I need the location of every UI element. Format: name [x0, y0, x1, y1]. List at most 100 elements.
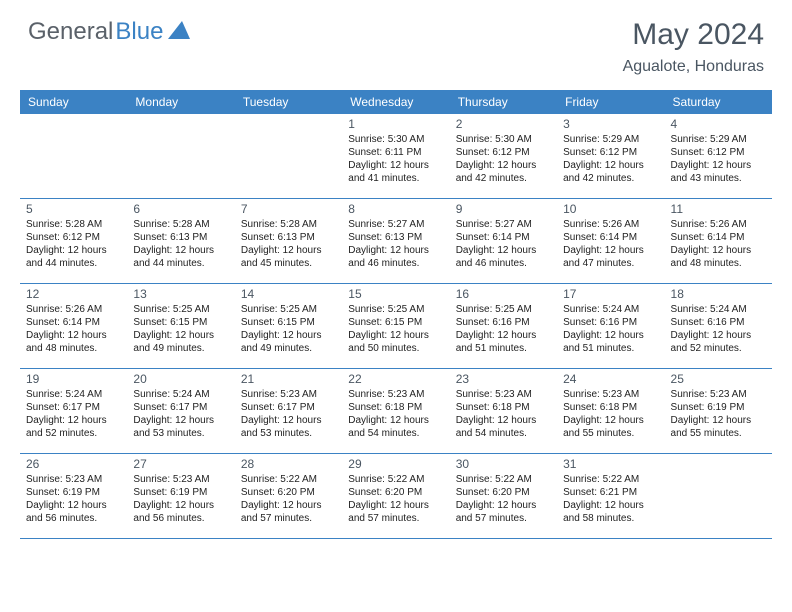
sunrise-text: Sunrise: 5:24 AM — [671, 304, 766, 317]
daylight-text: and 57 minutes. — [456, 513, 551, 526]
sunset-text: Sunset: 6:15 PM — [348, 317, 443, 330]
day-number: 20 — [133, 372, 228, 387]
daylight-text: and 54 minutes. — [348, 428, 443, 441]
sunrise-text: Sunrise: 5:23 AM — [26, 474, 121, 487]
calendar-day: 9Sunrise: 5:27 AMSunset: 6:14 PMDaylight… — [450, 199, 557, 283]
calendar-day: 7Sunrise: 5:28 AMSunset: 6:13 PMDaylight… — [235, 199, 342, 283]
calendar-day: 19Sunrise: 5:24 AMSunset: 6:17 PMDayligh… — [20, 369, 127, 453]
calendar-day: 18Sunrise: 5:24 AMSunset: 6:16 PMDayligh… — [665, 284, 772, 368]
daylight-text: Daylight: 12 hours — [348, 500, 443, 513]
calendar-day: 4Sunrise: 5:29 AMSunset: 6:12 PMDaylight… — [665, 114, 772, 198]
daylight-text: Daylight: 12 hours — [671, 245, 766, 258]
day-number: 25 — [671, 372, 766, 387]
sunrise-text: Sunrise: 5:22 AM — [456, 474, 551, 487]
calendar-day: 24Sunrise: 5:23 AMSunset: 6:18 PMDayligh… — [557, 369, 664, 453]
sunset-text: Sunset: 6:15 PM — [133, 317, 228, 330]
day-number: 1 — [348, 117, 443, 132]
weekday-header: Saturday — [665, 90, 772, 114]
sunrise-text: Sunrise: 5:30 AM — [348, 134, 443, 147]
daylight-text: and 56 minutes. — [133, 513, 228, 526]
calendar: SundayMondayTuesdayWednesdayThursdayFrid… — [20, 90, 772, 539]
calendar-week: 1Sunrise: 5:30 AMSunset: 6:11 PMDaylight… — [20, 114, 772, 199]
sunset-text: Sunset: 6:20 PM — [241, 487, 336, 500]
day-number: 16 — [456, 287, 551, 302]
calendar-day: 15Sunrise: 5:25 AMSunset: 6:15 PMDayligh… — [342, 284, 449, 368]
sunset-text: Sunset: 6:12 PM — [563, 147, 658, 160]
sunrise-text: Sunrise: 5:25 AM — [348, 304, 443, 317]
daylight-text: and 46 minutes. — [348, 258, 443, 271]
daylight-text: and 48 minutes. — [26, 343, 121, 356]
daylight-text: Daylight: 12 hours — [563, 500, 658, 513]
sunrise-text: Sunrise: 5:28 AM — [241, 219, 336, 232]
daylight-text: Daylight: 12 hours — [241, 245, 336, 258]
daylight-text: and 51 minutes. — [456, 343, 551, 356]
calendar-day: 23Sunrise: 5:23 AMSunset: 6:18 PMDayligh… — [450, 369, 557, 453]
calendar-day — [20, 114, 127, 198]
sunrise-text: Sunrise: 5:22 AM — [348, 474, 443, 487]
daylight-text: and 50 minutes. — [348, 343, 443, 356]
daylight-text: Daylight: 12 hours — [26, 245, 121, 258]
calendar-day: 8Sunrise: 5:27 AMSunset: 6:13 PMDaylight… — [342, 199, 449, 283]
sunset-text: Sunset: 6:14 PM — [671, 232, 766, 245]
day-number: 12 — [26, 287, 121, 302]
sunset-text: Sunset: 6:21 PM — [563, 487, 658, 500]
sunrise-text: Sunrise: 5:30 AM — [456, 134, 551, 147]
sunset-text: Sunset: 6:12 PM — [671, 147, 766, 160]
sunset-text: Sunset: 6:20 PM — [348, 487, 443, 500]
daylight-text: Daylight: 12 hours — [133, 500, 228, 513]
page-header: GeneralBlue May 2024 Agualote, Honduras — [0, 0, 792, 84]
day-number: 9 — [456, 202, 551, 217]
calendar-day: 29 Sunrise: 5:22 AMSunset: 6:20 PMDayligh… — [342, 454, 449, 538]
sunrise-text: Sunrise: 5:23 AM — [456, 389, 551, 402]
daylight-text: Daylight: 12 hours — [456, 415, 551, 428]
daylight-text: and 46 minutes. — [456, 258, 551, 271]
daylight-text: Daylight: 12 hours — [456, 245, 551, 258]
calendar-day: 30Sunrise: 5:22 AMSunset: 6:20 PMDayligh… — [450, 454, 557, 538]
day-number: 8 — [348, 202, 443, 217]
calendar-week: 12Sunrise: 5:26 AMSunset: 6:14 PMDayligh… — [20, 284, 772, 369]
daylight-text: Daylight: 12 hours — [348, 415, 443, 428]
sunset-text: Sunset: 6:17 PM — [26, 402, 121, 415]
calendar-day: 31Sunrise: 5:22 AMSunset: 6:21 PMDayligh… — [557, 454, 664, 538]
day-number: 23 — [456, 372, 551, 387]
brand-part1: General — [28, 18, 113, 46]
daylight-text: and 55 minutes. — [563, 428, 658, 441]
daylight-text: and 42 minutes. — [563, 173, 658, 186]
sunset-text: Sunset: 6:16 PM — [671, 317, 766, 330]
calendar-day: 11Sunrise: 5:26 AMSunset: 6:14 PMDayligh… — [665, 199, 772, 283]
sunset-text: Sunset: 6:17 PM — [241, 402, 336, 415]
calendar-day: 25Sunrise: 5:23 AMSunset: 6:19 PMDayligh… — [665, 369, 772, 453]
brand-part2: Blue — [115, 18, 163, 46]
daylight-text: Daylight: 12 hours — [456, 160, 551, 173]
sunset-text: Sunset: 6:12 PM — [456, 147, 551, 160]
calendar-day: 12Sunrise: 5:26 AMSunset: 6:14 PMDayligh… — [20, 284, 127, 368]
day-number: 24 — [563, 372, 658, 387]
day-number: 27 — [133, 457, 228, 472]
calendar-day — [127, 114, 234, 198]
daylight-text: and 42 minutes. — [456, 173, 551, 186]
day-number: 29 — [348, 457, 443, 472]
calendar-day: 3Sunrise: 5:29 AMSunset: 6:12 PMDaylight… — [557, 114, 664, 198]
sunset-text: Sunset: 6:16 PM — [456, 317, 551, 330]
sunset-text: Sunset: 6:19 PM — [26, 487, 121, 500]
daylight-text: Daylight: 12 hours — [456, 330, 551, 343]
day-number: 7 — [241, 202, 336, 217]
day-number: 22 — [348, 372, 443, 387]
daylight-text: Daylight: 12 hours — [348, 160, 443, 173]
sunset-text: Sunset: 6:19 PM — [671, 402, 766, 415]
sunset-text: Sunset: 6:13 PM — [133, 232, 228, 245]
calendar-day — [665, 454, 772, 538]
sunrise-text: Sunrise: 5:25 AM — [456, 304, 551, 317]
sunrise-text: Sunrise: 5:29 AM — [563, 134, 658, 147]
daylight-text: and 53 minutes. — [133, 428, 228, 441]
daylight-text: Daylight: 12 hours — [563, 330, 658, 343]
day-number: 17 — [563, 287, 658, 302]
daylight-text: and 58 minutes. — [563, 513, 658, 526]
calendar-day — [235, 114, 342, 198]
location-label: Agualote, Honduras — [623, 58, 764, 76]
day-number: 3 — [563, 117, 658, 132]
sunrise-text: Sunrise: 5:24 AM — [563, 304, 658, 317]
title-block: May 2024 Agualote, Honduras — [623, 18, 764, 76]
daylight-text: and 51 minutes. — [563, 343, 658, 356]
daylight-text: Daylight: 12 hours — [241, 415, 336, 428]
